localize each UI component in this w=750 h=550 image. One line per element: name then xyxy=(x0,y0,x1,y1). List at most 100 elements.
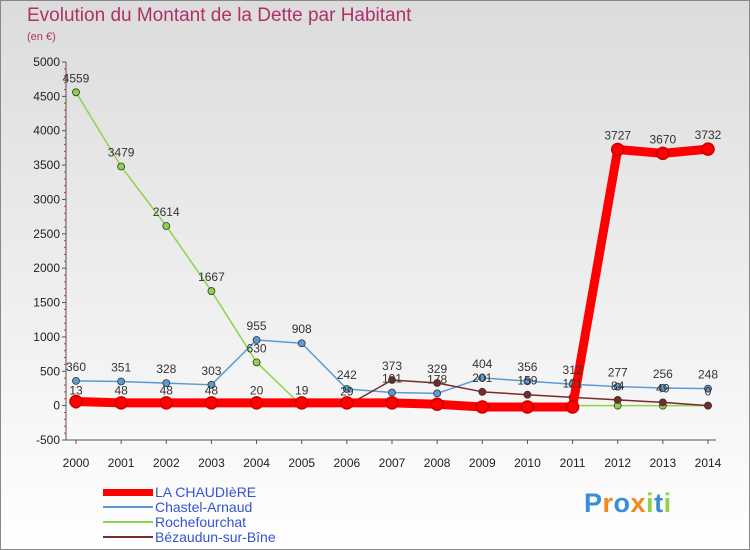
x-tick-label: 2010 xyxy=(514,456,541,470)
data-label: 256 xyxy=(653,367,673,381)
x-tick-label: 2009 xyxy=(469,456,496,470)
data-point xyxy=(565,400,580,414)
data-label: 84 xyxy=(611,379,625,393)
data-label: 159 xyxy=(517,374,537,388)
data-point xyxy=(385,396,399,410)
data-point xyxy=(342,385,351,393)
data-label: 356 xyxy=(517,360,537,374)
data-point xyxy=(72,88,80,97)
x-tick-label: 2003 xyxy=(198,456,225,470)
data-point xyxy=(704,401,712,410)
legend-swatch xyxy=(103,506,153,508)
legend-label: Chastel-Arnaud xyxy=(155,499,253,515)
data-label: 4559 xyxy=(63,71,90,85)
legend-swatch xyxy=(103,521,153,523)
data-point xyxy=(430,397,444,412)
data-label: 630 xyxy=(247,341,267,355)
y-tick-label: 1500 xyxy=(33,296,60,310)
proxiti-logo: Proxiti xyxy=(584,488,672,519)
x-tick-label: 2012 xyxy=(604,456,631,470)
data-label: 121 xyxy=(563,376,583,390)
data-label: 329 xyxy=(427,362,447,376)
legend-swatch xyxy=(103,489,153,496)
data-label: 201 xyxy=(472,371,492,385)
data-point xyxy=(433,379,442,387)
data-point xyxy=(72,376,80,385)
y-tick-label: 3000 xyxy=(33,192,60,206)
data-label: 191 xyxy=(382,372,402,386)
y-tick-label: -500 xyxy=(36,433,60,447)
logo-letter: o xyxy=(613,488,631,518)
data-point xyxy=(69,394,83,409)
data-label: 248 xyxy=(698,368,718,382)
data-label: 2614 xyxy=(153,205,180,219)
data-point xyxy=(294,396,309,410)
data-label: 955 xyxy=(247,319,267,333)
x-tick-label: 2013 xyxy=(650,456,677,470)
legend-label: LA CHAUDIèRE xyxy=(155,484,257,500)
data-point xyxy=(478,373,487,382)
x-tick-label: 2005 xyxy=(288,456,315,470)
data-label: 49 xyxy=(656,381,670,395)
data-label: 360 xyxy=(66,360,86,374)
data-label: 19 xyxy=(295,383,309,397)
data-point xyxy=(249,396,264,410)
chart-title: Evolution du Montant de la Dette par Hab… xyxy=(27,5,412,26)
data-point xyxy=(701,142,715,156)
data-label: 3732 xyxy=(695,128,722,142)
data-point xyxy=(252,358,261,367)
x-tick-label: 2008 xyxy=(424,456,451,470)
data-point xyxy=(475,400,490,414)
legend-swatch xyxy=(103,536,153,538)
data-point xyxy=(297,339,306,348)
y-tick-label: 3500 xyxy=(33,158,60,172)
data-point xyxy=(114,396,128,410)
data-point xyxy=(523,390,532,399)
data-label: 908 xyxy=(292,322,312,336)
x-tick-label: 2004 xyxy=(243,456,270,470)
x-tick-label: 2002 xyxy=(153,456,180,470)
data-point xyxy=(523,377,532,386)
data-point xyxy=(117,377,126,386)
data-point xyxy=(658,384,667,392)
x-tick-label: 2014 xyxy=(695,456,722,470)
data-label: 29 xyxy=(340,385,354,399)
data-label: 13 xyxy=(69,384,83,398)
data-label: 3479 xyxy=(108,146,135,160)
x-tick-label: 2000 xyxy=(63,456,90,470)
data-point xyxy=(252,336,261,344)
data-point xyxy=(159,396,174,410)
data-point xyxy=(613,395,622,404)
y-tick-label: 2000 xyxy=(33,261,60,275)
data-point xyxy=(388,376,396,384)
data-point xyxy=(610,142,625,157)
y-tick-label: 500 xyxy=(40,364,60,378)
x-tick-label: 2011 xyxy=(560,456,586,470)
data-label: 404 xyxy=(472,357,492,371)
data-point xyxy=(117,162,126,171)
logo-letter: r xyxy=(602,488,614,518)
x-tick-label: 2001 xyxy=(108,456,135,470)
data-label: 178 xyxy=(427,372,447,386)
data-label: 312 xyxy=(563,363,583,377)
data-label: 48 xyxy=(114,384,128,398)
data-label: 48 xyxy=(160,384,174,398)
y-tick-label: 4500 xyxy=(33,89,60,103)
data-label: 242 xyxy=(337,368,357,382)
data-label: 3727 xyxy=(604,128,631,142)
data-label: 20 xyxy=(250,383,264,397)
data-point xyxy=(704,384,712,393)
data-label: 373 xyxy=(382,359,402,373)
data-point xyxy=(433,389,442,398)
data-label: 303 xyxy=(201,364,221,378)
data-point xyxy=(162,379,171,387)
data-label: 351 xyxy=(111,361,131,375)
data-point xyxy=(207,287,216,295)
data-label: 0 xyxy=(705,385,712,399)
logo-letter: i xyxy=(646,488,655,518)
y-tick-label: 4000 xyxy=(33,124,60,138)
logo-letter: x xyxy=(630,488,647,518)
data-point xyxy=(478,387,487,396)
data-label: 48 xyxy=(205,384,219,398)
